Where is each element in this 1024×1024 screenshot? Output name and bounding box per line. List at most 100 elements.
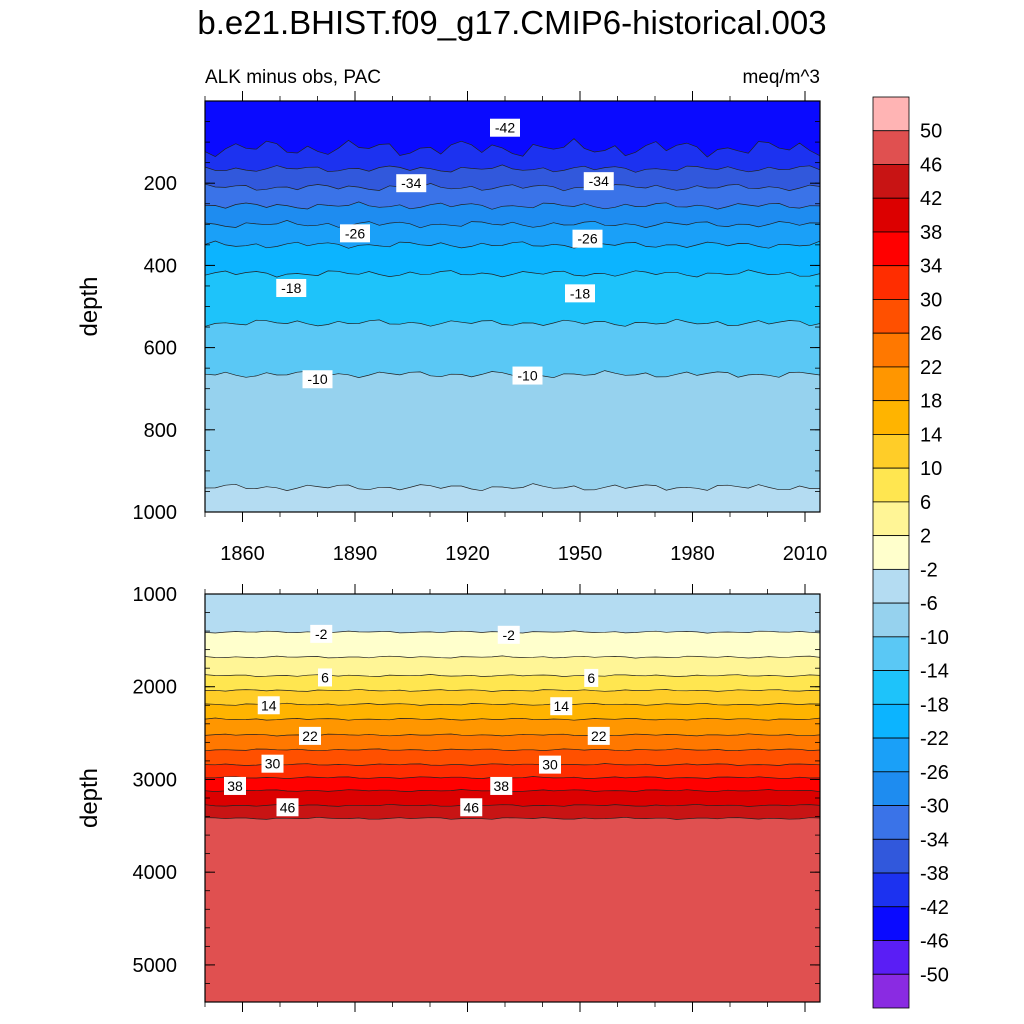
- x-tick-label: 1980: [670, 543, 715, 565]
- contour-label: 46: [460, 798, 483, 817]
- y-tick-label: 4000: [133, 862, 178, 884]
- colorbar-swatch: [872, 771, 910, 806]
- colorbar-swatch: [872, 940, 910, 975]
- y-tick-label: 5000: [133, 955, 178, 977]
- colorbar-label: -22: [920, 728, 949, 750]
- colorbar-swatch: [872, 299, 910, 334]
- colorbar-swatch: [872, 737, 910, 773]
- contour-label: 38: [490, 776, 513, 795]
- colorbar-swatch: [872, 568, 910, 604]
- colorbar-swatch: [872, 805, 910, 840]
- colorbar-label: -14: [920, 661, 949, 683]
- colorbar-swatch: [872, 703, 910, 739]
- y-tick-label: 1000: [133, 502, 178, 524]
- contour-label: 38: [224, 776, 246, 795]
- contour-label: -18: [276, 279, 307, 298]
- contour-label: 22: [587, 726, 610, 745]
- y-tick-label: 3000: [133, 769, 178, 791]
- contour-label-text: 22: [302, 728, 318, 744]
- contour-line-14: [204, 702, 821, 706]
- colorbar-label: 6: [920, 492, 931, 514]
- colorbar-swatch: [872, 636, 910, 671]
- y-tick-label: 600: [144, 338, 177, 360]
- colorbar-swatch: [872, 501, 910, 537]
- contour-label: -18: [565, 284, 595, 303]
- colorbar-label: 18: [920, 391, 942, 413]
- contour-line-46: [204, 816, 821, 820]
- colorbar-swatch: [872, 265, 910, 300]
- contour-line--14: [204, 318, 821, 327]
- x-tick-label: 1890: [333, 543, 378, 565]
- contour-band--10: [205, 370, 820, 512]
- contour-line-38: [204, 789, 821, 793]
- contour-label-text: -34: [401, 175, 421, 191]
- contour-line--18: [204, 269, 821, 278]
- contour-line-26: [204, 748, 821, 752]
- contour-label: 46: [276, 798, 299, 817]
- colorbar-label: 30: [920, 289, 942, 311]
- colorbar-label: -50: [920, 964, 949, 986]
- contour-label-text: -10: [307, 371, 327, 387]
- y-axis-label: depth: [76, 768, 103, 828]
- contour-label: 14: [550, 697, 573, 716]
- contour-line-18: [204, 717, 821, 721]
- colorbar-label: -46: [920, 931, 949, 953]
- y-axis-label: depth: [76, 276, 103, 336]
- colorbar-swatch: [872, 231, 910, 267]
- contour-line-2: [204, 655, 821, 659]
- colorbar-label: 50: [920, 121, 942, 143]
- contour-label: 30: [261, 754, 284, 773]
- colorbar-label: -2: [920, 559, 938, 581]
- colorbar-label: 2: [920, 526, 931, 548]
- contour-label-text: -34: [589, 173, 609, 189]
- contour-label-text: 14: [261, 697, 277, 713]
- colorbar-swatch: [872, 872, 910, 908]
- contour-line--6: [204, 483, 821, 492]
- contour-label-text: 46: [463, 799, 479, 815]
- colorbar-swatch: [872, 332, 910, 368]
- contour-label: 6: [584, 668, 599, 687]
- lower-panel: -2 -2 6 6 14 14 22 22 30 30 38 38 46 46 1000 2000 3000 40…: [76, 584, 821, 1012]
- contour-line-34: [205, 776, 821, 779]
- colorbar: 50 46 42 38 34 30 26 22 18 14 10 6 2 -2 -6 -10 -14 -18 -22…: [872, 96, 949, 1009]
- contour-label-text: 38: [227, 778, 243, 794]
- contour-label-text: -2: [503, 627, 516, 643]
- contour-label: -42: [490, 118, 520, 137]
- contour-label: -26: [572, 229, 603, 248]
- colorbar-swatch: [872, 434, 910, 469]
- contour-label: -34: [583, 172, 614, 191]
- contour-band-46: [205, 817, 820, 1002]
- colorbar-swatch: [872, 400, 910, 435]
- x-tick-label: 1920: [445, 543, 490, 565]
- chart-title: b.e21.BHIST.f09_g17.CMIP6-historical.003: [197, 4, 826, 41]
- contour-label: 22: [299, 726, 321, 745]
- colorbar-swatch: [872, 906, 910, 941]
- contour-label-text: 6: [587, 670, 595, 686]
- contour-line-10: [204, 688, 821, 692]
- colorbar-swatch: [872, 838, 910, 874]
- contour-band--6: [205, 483, 820, 512]
- contour-label: -2: [497, 625, 520, 644]
- colorbar-swatch: [872, 467, 910, 503]
- colorbar-label: 38: [920, 222, 942, 244]
- colorbar-swatch: [872, 602, 910, 638]
- contour-label-text: 30: [542, 757, 558, 773]
- contour-line--42: [204, 138, 821, 158]
- contour-label-text: 14: [553, 698, 569, 714]
- colorbar-label: 34: [920, 256, 942, 278]
- panel-left-label: ALK minus obs, PAC: [205, 67, 381, 88]
- contour-label: -2: [310, 624, 333, 643]
- y-tick-label: 1000: [133, 584, 178, 606]
- contour-label-text: -26: [577, 231, 597, 247]
- contour-line-42: [204, 803, 821, 807]
- upper-panel: -42 -34 -34 -26 -26 -18 -18 -10 -10 200 400 600 800 1…: [76, 91, 827, 565]
- colorbar-swatch: [872, 535, 910, 570]
- contour-label-text: -18: [570, 285, 590, 301]
- y-tick-label: 200: [144, 173, 177, 195]
- contour-label-text: 38: [493, 778, 509, 794]
- contour-label-text: 30: [265, 756, 281, 772]
- colorbar-label: 42: [920, 188, 942, 210]
- y-tick-label: 400: [144, 255, 177, 277]
- contour-line-30: [204, 763, 821, 766]
- x-tick-label: 1860: [220, 543, 265, 565]
